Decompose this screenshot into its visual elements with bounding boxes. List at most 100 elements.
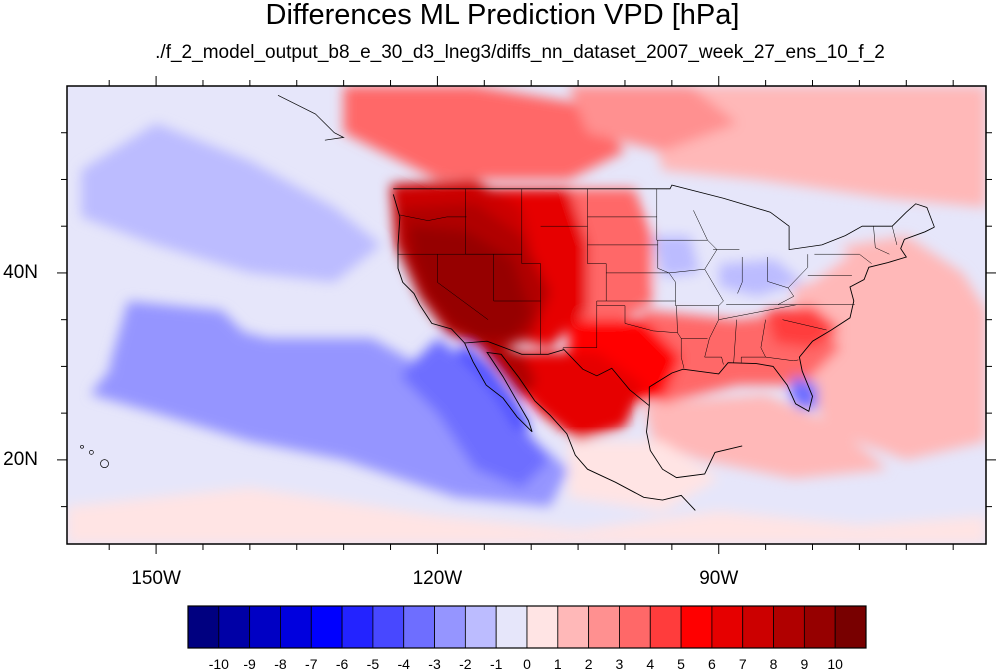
colorbar-tick-label: -3	[428, 656, 441, 672]
colorbar-swatch	[588, 605, 620, 649]
colorbar-tick-label: -9	[243, 656, 256, 672]
colorbar-swatch	[649, 605, 682, 649]
state-border	[493, 254, 541, 302]
colorbar-swatch	[711, 605, 744, 649]
east-coastline	[648, 226, 935, 412]
state-border	[399, 214, 467, 221]
state-border	[782, 319, 827, 331]
colorbar-tick-label: 0	[523, 656, 531, 672]
state-border	[718, 304, 797, 320]
colorbar	[187, 605, 867, 649]
x-tick-label: 120W	[412, 568, 463, 589]
colorbar-swatch	[742, 605, 774, 649]
colorbar-tick-label: -5	[366, 656, 380, 672]
region-pacific-north	[81, 123, 382, 283]
colorbar-tick-label: 8	[769, 656, 778, 672]
colorbar-tick-label: 9	[800, 656, 809, 672]
region-canada-north	[568, 86, 738, 152]
colorbar-swatch	[803, 605, 836, 649]
region-florida	[789, 375, 818, 409]
chart-title: Differences ML Prediction VPD [hPa]	[265, 0, 740, 31]
colorbar-tick-label: -2	[459, 656, 472, 672]
plot-frame	[66, 85, 987, 545]
hawaii-island	[80, 444, 84, 449]
colorbar-swatch	[218, 605, 251, 649]
chart-subtitle: ./f_2_model_output_b8_e_30_d3_lneg3/diff…	[155, 42, 885, 63]
west-coastline	[392, 194, 696, 511]
state-border	[726, 287, 795, 305]
colorbar-swatch	[403, 605, 435, 649]
region-ohio-valley	[718, 258, 804, 297]
colorbar-swatch	[249, 605, 281, 649]
region-atlantic-east	[793, 235, 986, 460]
colorbar-tick-label: 4	[646, 656, 655, 672]
region-canada-east	[643, 86, 986, 208]
state-border	[704, 305, 724, 365]
region-mexico-north	[512, 352, 644, 442]
region-canada-west	[343, 86, 625, 180]
colorbar-swatch	[773, 605, 805, 649]
state-border	[437, 254, 489, 320]
mexico-border	[464, 340, 650, 407]
region-great-basin	[409, 226, 532, 341]
mexico-gulf-coastline	[646, 405, 743, 479]
colorbar-tick-label: -1	[489, 656, 503, 672]
colorbar-tick-label: -10	[208, 656, 229, 672]
region-baja-coast	[399, 338, 550, 488]
colorbar-tick-label: 6	[708, 656, 716, 672]
colorbar-tick-label: 10	[827, 656, 843, 672]
region-hawaii-east	[109, 301, 269, 386]
colorbar-swatch	[187, 605, 220, 649]
region-tropical-south	[67, 487, 986, 544]
state-border	[891, 226, 898, 245]
colorbar-swatch	[372, 605, 405, 649]
colorbar-swatch	[526, 605, 559, 649]
state-border	[677, 332, 685, 369]
state-border	[562, 188, 607, 350]
alaska-coastline	[277, 94, 345, 141]
colorbar-tick-label: 2	[584, 656, 593, 672]
plot-area	[67, 86, 986, 544]
colorbar-swatch	[434, 605, 466, 649]
colorbar-swatch	[495, 605, 528, 649]
hawaii-island	[89, 450, 94, 455]
state-border	[737, 257, 743, 294]
colorbar-tick-label: 5	[677, 656, 685, 672]
colorbar-tick-label: -6	[335, 656, 349, 672]
hawaii-island	[100, 459, 109, 468]
state-border	[814, 253, 872, 264]
region-iowa-pocket	[653, 235, 700, 278]
state-border	[733, 319, 737, 363]
x-tick-label: 90W	[699, 568, 739, 589]
colorbar-tick-label: 7	[738, 656, 747, 672]
region-midwest	[653, 193, 850, 301]
region-caribbean	[643, 394, 888, 479]
colorbar-swatch	[280, 605, 312, 649]
state-border	[656, 188, 708, 241]
region-carolinas	[765, 305, 841, 348]
colorbar-swatch	[557, 605, 590, 649]
canada-border	[393, 184, 935, 251]
state-border	[767, 254, 809, 289]
axis-ticks	[57, 76, 996, 554]
state-border	[657, 240, 718, 274]
state-border	[873, 226, 890, 255]
map-outlines	[80, 94, 935, 511]
colorbar-swatch	[834, 605, 867, 649]
y-tick-label: 40N	[3, 261, 38, 283]
state-border	[596, 305, 678, 334]
colorbar-swatch	[464, 605, 497, 649]
colorbar-swatch	[310, 605, 343, 649]
colorbar-tick-label: 3	[615, 656, 624, 672]
colorbar-tick-label: 1	[553, 656, 562, 672]
colorbar-tick-label: -7	[305, 656, 318, 672]
state-border	[765, 356, 799, 362]
colorbar-swatch	[680, 605, 713, 649]
colorbar-tick-label: -8	[274, 656, 287, 672]
y-tick-label: 20N	[3, 448, 38, 470]
region-south-mexico	[568, 441, 719, 512]
region-gulf-california	[456, 344, 532, 430]
state-border	[668, 269, 724, 306]
colorbar-swatch	[341, 605, 374, 649]
